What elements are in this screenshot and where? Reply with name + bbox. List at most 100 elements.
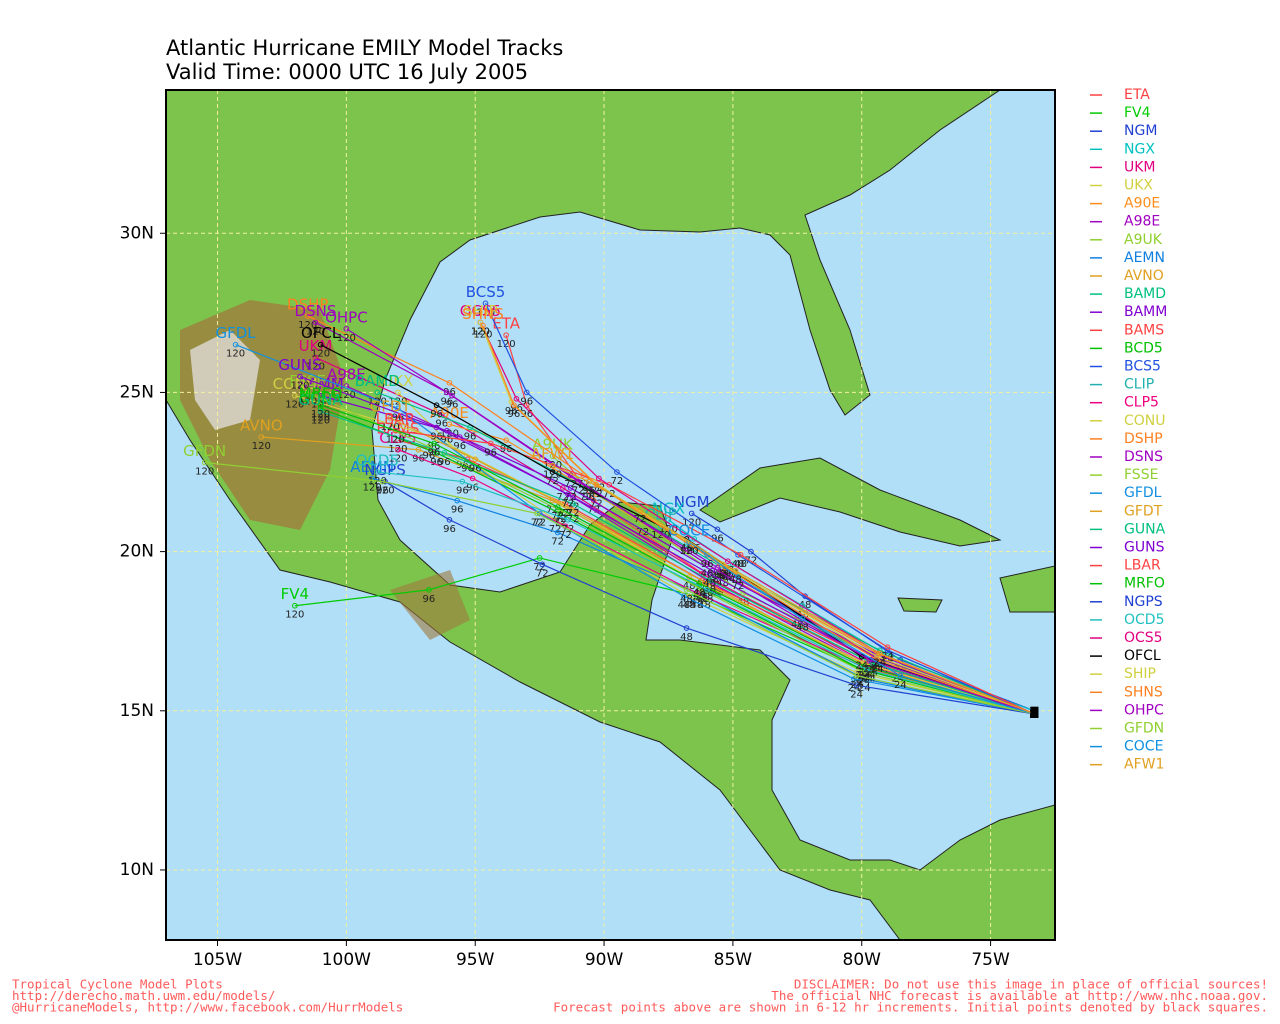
track-end-label: OCD5 [356, 452, 399, 470]
track-end-label: OCS5 [460, 302, 501, 320]
hour-label: 24 [848, 683, 861, 694]
track-line [204, 461, 1035, 715]
forecast-point [343, 325, 350, 332]
hour-label: 96 [453, 441, 466, 452]
hour-label: 72 [536, 568, 549, 579]
hour-label: 96 [466, 482, 479, 493]
hour-label: 72 [567, 501, 580, 512]
y-tick-label: 20N [120, 542, 154, 562]
forecast-point [706, 577, 713, 584]
hour-label: 120 [388, 396, 407, 407]
hour-label: 96 [582, 486, 595, 497]
track-line [235, 344, 1035, 715]
forecast-point [585, 478, 592, 485]
track-line [346, 328, 1035, 715]
forecast-point [876, 650, 883, 657]
hour-label: 48 [721, 565, 734, 576]
hour-label: 120 [471, 326, 490, 337]
hour-label: 120 [298, 320, 317, 331]
hour-label: 120 [337, 390, 356, 401]
track-end-label: LBAR [376, 410, 415, 428]
track-end-label: MRFO [299, 385, 343, 403]
hour-label: 48 [703, 578, 716, 589]
hour-label: 72 [611, 476, 624, 487]
hour-label: 24 [858, 677, 871, 688]
hour-label: 120 [290, 381, 309, 392]
forecast-point [513, 396, 520, 402]
track-line [688, 541, 1035, 715]
hour-label: 120 [306, 361, 325, 372]
track-line [320, 410, 1035, 715]
forecast-point [606, 481, 613, 488]
hour-label: 48 [680, 594, 693, 605]
hour-label: 96 [435, 419, 448, 430]
hour-label: 96 [451, 505, 464, 516]
hour-label: 72 [634, 514, 647, 525]
track-end-label: DSNS [295, 302, 337, 320]
track-line [482, 325, 1035, 715]
forecast-point [897, 672, 904, 679]
hour-label: 24 [855, 670, 868, 681]
track-end-label: CONU [273, 375, 317, 393]
hour-label: 120 [680, 546, 699, 557]
track-end-label: OHPC [325, 308, 368, 326]
legend-label: BCD5 [1124, 340, 1163, 356]
title: Atlantic Hurricane EMILY Model Tracks [166, 36, 563, 60]
track-end-label: SHIP [463, 302, 497, 320]
forecast-point [317, 402, 324, 408]
forecast-point [853, 672, 860, 679]
track-line [552, 465, 1035, 715]
track-end-label: GFDT [370, 397, 412, 415]
hour-label: 72 [732, 581, 745, 592]
hour-label: 24 [863, 670, 876, 681]
hour-label: 48 [693, 587, 706, 598]
forecast-point [549, 469, 556, 475]
hour-label: 120 [311, 349, 330, 360]
forecast-point [395, 389, 401, 396]
forecast-point [570, 507, 576, 514]
hour-label: 120 [543, 460, 562, 471]
legend-label: A98E [1124, 214, 1160, 230]
hour-label: 24 [868, 661, 881, 672]
hour-label: 96 [443, 524, 456, 535]
track-line [315, 321, 1035, 715]
legend-label: CLIP [1124, 377, 1154, 393]
hour-label: 48 [796, 622, 809, 633]
hour-label: 120 [476, 307, 495, 318]
forecast-point [665, 516, 672, 523]
forecast-point [523, 389, 530, 396]
legend-label: NGPS [1124, 594, 1163, 610]
hour-label: 120 [226, 349, 245, 360]
forecast-point [691, 536, 698, 542]
forecast-point [444, 389, 450, 396]
forecast-point [799, 615, 806, 622]
forecast-point [523, 402, 530, 408]
track-end-label: SHNS [462, 305, 504, 323]
footer-right: Forecast points above are shown in 6-12 … [553, 1000, 1268, 1015]
legend-label: FV4 [1124, 105, 1151, 121]
hour-label: 24 [871, 661, 884, 672]
hour-label: 24 [863, 664, 876, 675]
hour-label: 72 [564, 492, 577, 503]
x-tick-label: 85W [714, 950, 753, 970]
hour-label: 24 [850, 677, 863, 688]
hour-label: 48 [678, 600, 691, 611]
legend-label: AEMN [1124, 250, 1165, 266]
forecast-point [387, 415, 393, 421]
forecast-point [536, 555, 543, 561]
hour-label: 120 [311, 400, 330, 411]
legend-label: SHIP [1124, 666, 1156, 682]
hour-label: 96 [430, 409, 443, 420]
forecast-point [861, 660, 868, 666]
hour-label: 72 [556, 508, 569, 519]
highlands-peaks [190, 330, 260, 430]
forecast-point [374, 389, 381, 396]
grid [166, 90, 1055, 940]
hour-label: 96 [422, 594, 435, 605]
hour-label: 72 [556, 492, 569, 503]
legend-label: NGM [1124, 123, 1157, 139]
hour-label: 96 [430, 457, 443, 468]
forecast-point [735, 574, 741, 580]
forecast-point [539, 561, 546, 568]
hour-label: 120 [285, 400, 304, 411]
